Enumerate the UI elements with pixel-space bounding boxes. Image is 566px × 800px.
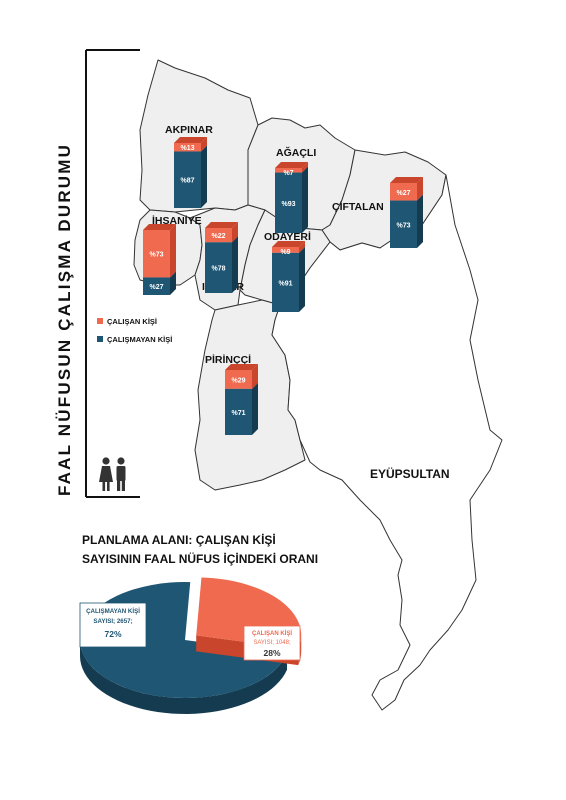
bar-odayeri-: %9 %91	[272, 241, 305, 312]
pie-side-not-working	[80, 640, 288, 714]
region-label-akpinar: AKPINAR	[165, 124, 213, 136]
bar-top	[174, 137, 207, 143]
bar-top	[390, 177, 423, 183]
pie-title-line1: PLANLAMA ALANI: ÇALIŞAN KİŞİ	[82, 532, 276, 547]
bar-segment-not-working	[275, 172, 302, 233]
bar-top	[225, 364, 258, 370]
bar-segment-working	[174, 143, 201, 152]
bar-side-working	[299, 241, 305, 253]
pie-label-percent-not-working: 72%	[104, 629, 121, 639]
bar-segment-working	[225, 370, 252, 389]
bar-side-not-working	[232, 236, 238, 293]
bar-segment-not-working	[390, 200, 417, 248]
bar-segment-not-working	[272, 252, 299, 312]
legend-swatch-not-working	[97, 336, 103, 342]
region-label-odayeri: ODAYERİ	[264, 230, 311, 243]
bar-segment-not-working	[143, 277, 170, 295]
bar-side-not-working	[417, 194, 423, 248]
bar-label-working: %9	[280, 249, 290, 256]
bar-label-working: %73	[149, 252, 163, 259]
legend: ÇALIŞAN KİŞİ ÇALIŞMAYAN KİŞİ	[97, 317, 172, 344]
region-label-ciftalan: ÇİFTALAN	[332, 200, 384, 213]
bar-pi-ri-n-i-: %29 %71	[225, 364, 258, 435]
bar-label-working: %29	[231, 377, 245, 384]
legend-swatch-working	[97, 318, 103, 324]
people-icon	[99, 457, 126, 491]
region-label-ihsaniye: İHSANİYE	[152, 214, 202, 227]
pie-label-box-not-working	[79, 602, 147, 648]
bar-label-not-working: %93	[281, 201, 295, 208]
pie-label-name-not-working: ÇALIŞMAYAN KİŞİ	[86, 608, 140, 615]
bar-a-a-li: %7 %93	[275, 162, 308, 233]
bar-side-not-working	[201, 145, 207, 208]
bar--i-ftalan: %27 %73	[390, 177, 423, 248]
bar-side-not-working	[302, 166, 308, 233]
legend-label-working: ÇALIŞAN KİŞİ	[107, 317, 157, 326]
pie-label-not-working: ÇALIŞMAYAN KİŞİ SAYISI; 2657; 72%	[79, 602, 147, 648]
bar-side-not-working	[170, 271, 176, 295]
bar-i-iklar: %22 %78	[205, 222, 238, 293]
bar-segment-not-working	[205, 242, 232, 293]
pie-label-box-working	[243, 625, 301, 661]
pie-label-percent-working: 28%	[263, 648, 280, 658]
bar-side-working	[232, 222, 238, 243]
bar-top	[272, 241, 305, 247]
bar-side-working	[170, 224, 176, 278]
bar-side-working	[252, 364, 258, 389]
region-label-eyupsultan: EYÜPSULTAN	[370, 466, 450, 481]
bar-label-working: %13	[180, 145, 194, 152]
region-eyupsultan	[271, 174, 503, 711]
pie-label-count-working: SAYISI; 1048;	[253, 640, 291, 646]
bar-side-working	[302, 162, 308, 173]
bar-segment-working	[272, 247, 299, 253]
bar-label-not-working: %78	[211, 266, 225, 273]
bar-label-not-working: %91	[278, 280, 292, 287]
bar-label-working: %22	[211, 233, 225, 240]
bar-label-not-working: %73	[396, 222, 410, 229]
pie-title-line2: SAYISININ FAAL NÜFUS İÇİNDEKİ ORANI	[82, 551, 318, 566]
bar-i-hsani-ye: %73 %27	[143, 224, 176, 295]
bar-label-not-working: %27	[149, 284, 163, 291]
bar-side-working	[201, 137, 207, 152]
bar-segment-working	[390, 183, 417, 201]
bar-label-not-working: %71	[231, 410, 245, 417]
legend-label-not-working: ÇALIŞMAYAN KİŞİ	[107, 335, 172, 344]
bar-side-working	[417, 177, 423, 201]
bar-label-working: %7	[283, 170, 293, 177]
bar-top	[275, 162, 308, 168]
bar-top	[205, 222, 238, 228]
bar-segment-working	[205, 228, 232, 243]
bar-segment-not-working	[225, 388, 252, 435]
pie-title: PLANLAMA ALANI: ÇALIŞAN KİŞİ SAYISININ F…	[82, 532, 318, 566]
bar-segment-working	[143, 230, 170, 278]
region-label-pirincci: PİRİNÇÇİ	[205, 353, 251, 366]
stacked-bars: %13 %87 %7 %93 %27 %73 %73 %27 %22 %78 %9 %91 %29 %71	[143, 137, 423, 435]
bar-top	[143, 224, 176, 230]
bar-side-not-working	[252, 382, 258, 435]
bar-label-working: %27	[396, 190, 410, 197]
bar-akpinar: %13 %87	[174, 137, 207, 208]
region-label-agacli: AĞAÇLI	[276, 146, 316, 159]
vertical-title: FAAL NÜFUSUN ÇALIŞMA DURUMU	[55, 143, 74, 496]
title-block: FAAL NÜFUSUN ÇALIŞMA DURUMU	[55, 49, 140, 498]
bar-label-not-working: %87	[180, 178, 194, 185]
bar-segment-not-working	[174, 151, 201, 208]
pie-label-name-working: ÇALIŞAN KİŞİ	[252, 630, 292, 637]
bar-side-not-working	[299, 246, 305, 312]
pie-label-count-not-working: SAYISI; 2657;	[93, 618, 132, 625]
bar-segment-working	[275, 168, 302, 173]
pie-label-working: ÇALIŞAN KİŞİ SAYISI; 1048; 28%	[243, 625, 301, 661]
